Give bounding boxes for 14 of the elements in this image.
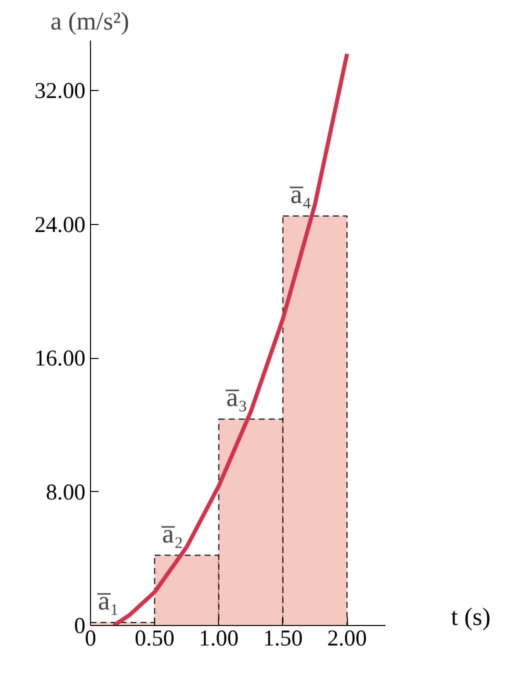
annotation: a̅₃ xyxy=(225,382,248,412)
x-tick-label: 0.50 xyxy=(134,626,174,650)
annotation: a̅₁ xyxy=(97,585,120,616)
y-tick-label: 16.00 xyxy=(34,346,86,371)
x-tick-label: 1.00 xyxy=(198,626,239,650)
annotation: a̅₄ xyxy=(289,179,312,209)
x-axis-title: t (s) xyxy=(451,603,491,633)
y-axis-title: a (m/s²) xyxy=(50,8,130,36)
y-tick-label: 32.00 xyxy=(34,78,86,104)
annotation: a̅₂ xyxy=(161,518,184,548)
y-tick-label: 24.00 xyxy=(34,212,86,237)
y-tick-label: 8.00 xyxy=(46,479,86,504)
x-tick-label: 2.00 xyxy=(327,626,367,650)
x-tick-label: 1.50 xyxy=(263,626,303,650)
